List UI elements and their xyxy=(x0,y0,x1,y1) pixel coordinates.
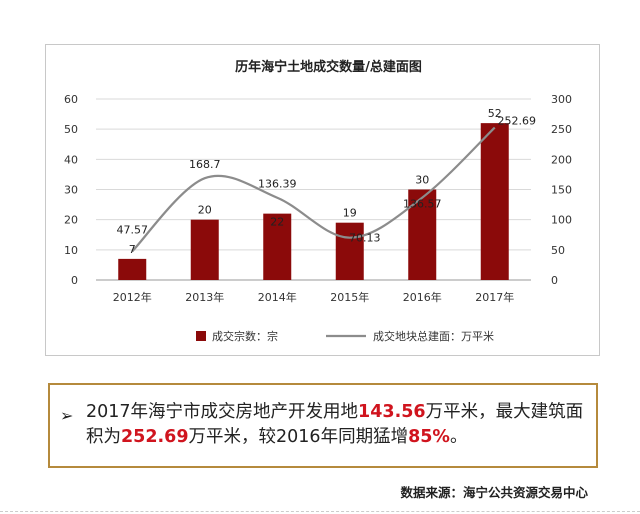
summary-segment: 万平米，较2016年同期猛增 xyxy=(188,427,409,447)
summary-box: ➢ 2017年海宁市成交房地产开发用地143.56万平米，最大建筑面积为252.… xyxy=(48,383,598,468)
bar-data-label: 20 xyxy=(198,204,212,217)
bar-data-label: 30 xyxy=(415,174,429,187)
line-data-label: 252.69 xyxy=(498,115,537,128)
y-left-tick-label: 50 xyxy=(64,123,78,136)
y-right-tick-label: 0 xyxy=(551,274,558,287)
summary-segment: 2017年海宁市成交房地产开发用地 xyxy=(86,402,359,422)
legend-bar-swatch xyxy=(196,331,206,341)
bullet-arrow-icon: ➢ xyxy=(60,406,74,425)
bar-data-label: 52 xyxy=(488,107,502,120)
y-left-tick-label: 30 xyxy=(64,184,78,197)
bottom-divider xyxy=(0,511,640,512)
x-tick-label: 2014年 xyxy=(258,290,297,304)
y-right-tick-label: 300 xyxy=(551,93,572,106)
y-right-tick-label: 150 xyxy=(551,184,572,197)
y-left-tick-label: 20 xyxy=(64,214,78,227)
bar xyxy=(335,222,364,280)
y-left-tick-label: 0 xyxy=(71,274,78,287)
line-data-label: 47.57 xyxy=(117,223,149,236)
line-data-label: 168.7 xyxy=(189,158,221,171)
x-tick-label: 2013年 xyxy=(185,290,224,304)
legend-line-label: 成交地块总建面：万平米 xyxy=(373,329,494,343)
y-right-tick-label: 250 xyxy=(551,123,572,136)
chart-svg: 历年海宁土地成交数量/总建面图 0 10 20 30 40 50 60 0 50 100 150 200… xyxy=(64,59,572,343)
data-source: 数据来源：海宁公共资源交易中心 xyxy=(400,485,588,500)
summary-text: 2017年海宁市成交房地产开发用地143.56万平米，最大建筑面积为252.69… xyxy=(86,400,586,450)
chart-panel: 历年海宁土地成交数量/总建面图 0 10 20 30 40 50 60 0 50 100 150 200… xyxy=(45,44,600,356)
summary-highlight: 143.56 xyxy=(358,402,426,422)
series-line xyxy=(131,126,496,253)
x-tick-label: 2017年 xyxy=(475,290,514,304)
y-right-tick-label: 50 xyxy=(551,244,565,257)
y-left-tick-label: 60 xyxy=(64,93,78,106)
y-right-tick-label: 200 xyxy=(551,153,572,166)
legend-bar-label: 成交宗数：宗 xyxy=(212,329,278,343)
summary-segment: 。 xyxy=(449,427,468,447)
bar-data-label: 22 xyxy=(270,216,284,229)
bar xyxy=(118,258,147,280)
chart-title: 历年海宁土地成交数量/总建面图 xyxy=(235,59,422,75)
line-data-label: 136.57 xyxy=(403,198,442,211)
line-data-label: 70.13 xyxy=(349,232,381,245)
x-tick-label: 2012年 xyxy=(113,290,152,304)
bar xyxy=(190,219,219,280)
bar xyxy=(480,123,509,280)
x-tick-label: 2016年 xyxy=(403,290,442,304)
y-left-tick-label: 40 xyxy=(64,153,78,166)
y-left-tick-label: 10 xyxy=(64,244,78,257)
y-right-tick-label: 100 xyxy=(551,214,572,227)
summary-highlight: 85% xyxy=(408,427,450,447)
bar-data-label: 19 xyxy=(343,207,357,220)
x-tick-label: 2015年 xyxy=(330,290,369,304)
bar-data-label: 7 xyxy=(129,243,136,256)
bar xyxy=(263,213,292,280)
summary-highlight: 252.69 xyxy=(121,427,189,447)
line-data-label: 136.39 xyxy=(258,178,297,191)
summary-segment: 万平米，最大建筑面积为 xyxy=(86,402,584,447)
